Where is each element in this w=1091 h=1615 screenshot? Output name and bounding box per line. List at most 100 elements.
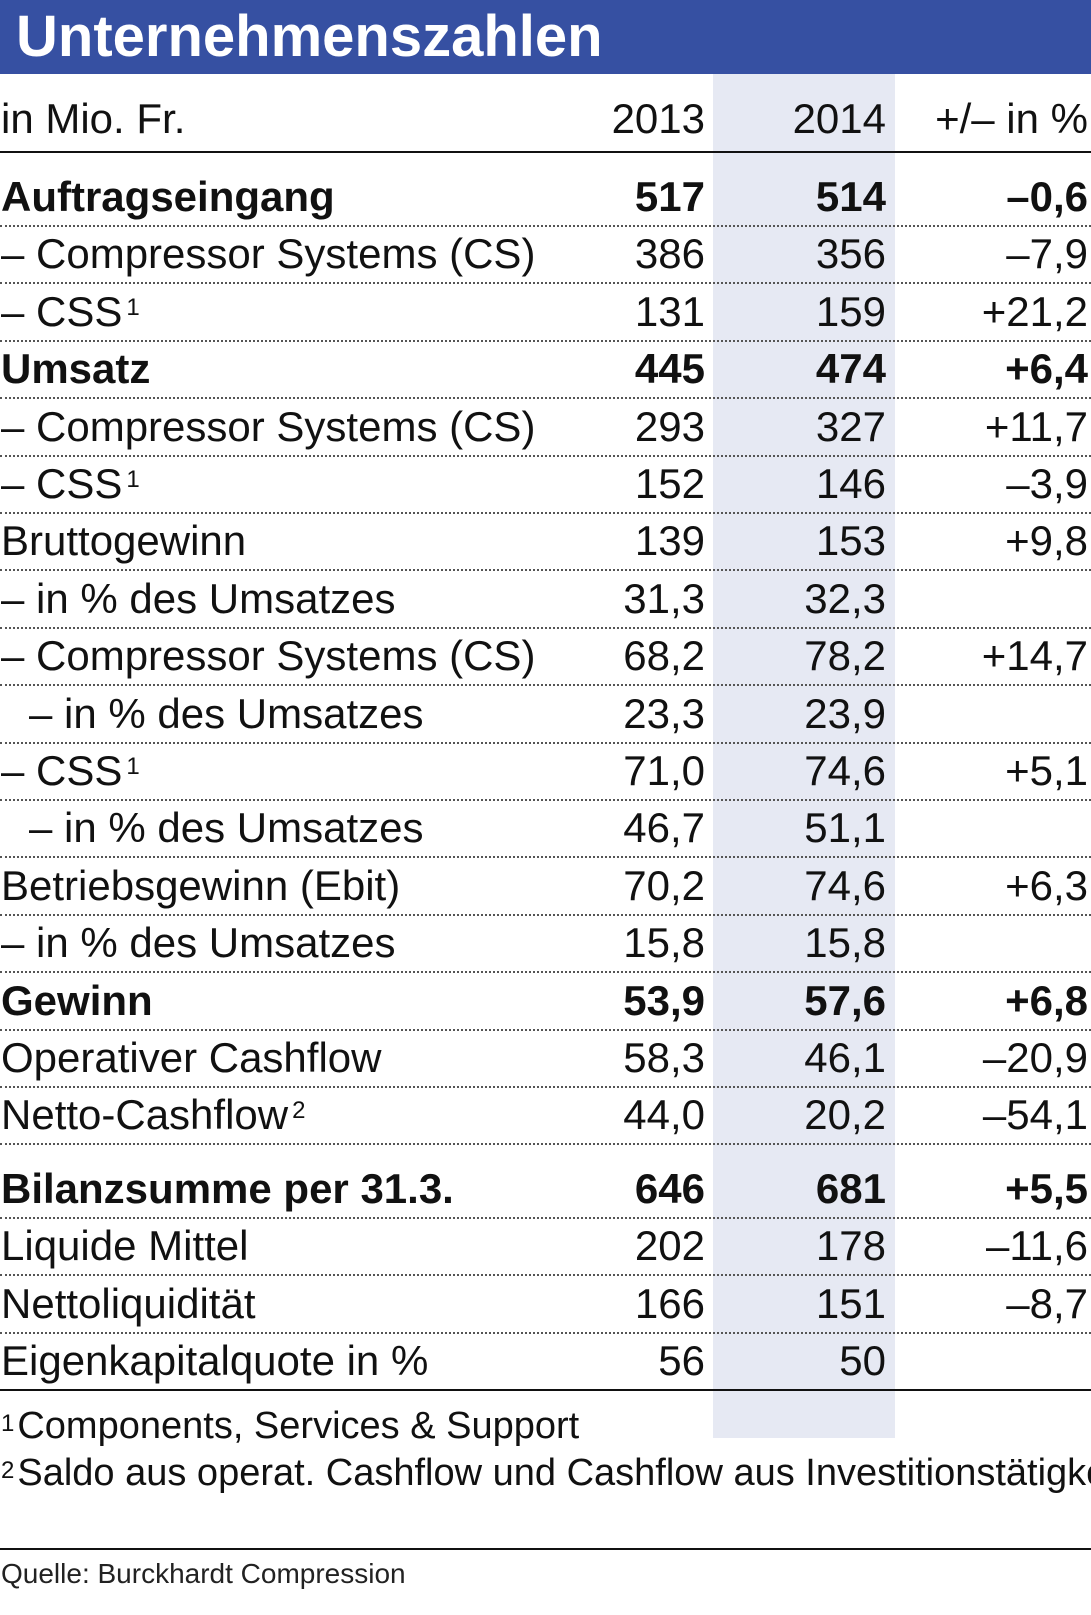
value-change: –3,9 bbox=[1006, 460, 1088, 507]
value-2014: 514 bbox=[815, 173, 886, 220]
table-row: Umsatz 445 474 +6,4 bbox=[0, 340, 1091, 399]
value-2013: 517 bbox=[634, 173, 705, 220]
row-label-text: – in % des Umsatzes bbox=[29, 690, 424, 737]
row-label: – in % des Umsatzes bbox=[1, 803, 424, 853]
row-label: Eigenkapitalquote in % bbox=[1, 1336, 428, 1386]
value-2014: 153 bbox=[815, 517, 886, 564]
footnote-1: 1Components, Services & Support bbox=[1, 1403, 579, 1449]
row-label-text: Gewinn bbox=[1, 977, 153, 1024]
value-2013: 44,0 bbox=[623, 1091, 705, 1138]
row-label-text: Liquide Mittel bbox=[1, 1222, 249, 1269]
row-label: – CSS 1 bbox=[1, 459, 140, 509]
row-label-text: – Compressor Systems (CS) bbox=[1, 403, 536, 450]
row-label: – in % des Umsatzes bbox=[1, 689, 424, 739]
title-bar: Unternehmenszahlen bbox=[0, 0, 1091, 74]
value-2014: 32,3 bbox=[804, 575, 886, 622]
value-2013: 202 bbox=[634, 1222, 705, 1269]
row-label-text: – in % des Umsatzes bbox=[1, 575, 396, 622]
header-year-2014: 2014 bbox=[792, 95, 886, 142]
row-label-text: Betriebsgewinn (Ebit) bbox=[1, 862, 401, 909]
value-change: +21,2 bbox=[981, 288, 1088, 335]
footnote-2: 2Saldo aus operat. Cashflow und Cashflow… bbox=[1, 1450, 1091, 1496]
value-2014: 474 bbox=[815, 345, 886, 392]
value-2014: 146 bbox=[815, 460, 886, 507]
value-2013: 68,2 bbox=[623, 632, 705, 679]
footnote-mark: 1 bbox=[1, 1410, 15, 1437]
value-2014: 51,1 bbox=[804, 804, 886, 851]
value-2013: 46,7 bbox=[623, 804, 705, 851]
value-2014: 327 bbox=[815, 403, 886, 450]
table-row: – CSS 1 152 146 –3,9 bbox=[0, 455, 1091, 514]
value-change: –7,9 bbox=[1006, 230, 1088, 277]
table-row: Betriebsgewinn (Ebit) 70,2 74,6 +6,3 bbox=[0, 857, 1091, 916]
footnote-ref: 1 bbox=[126, 466, 140, 493]
table-row: – Compressor Systems (CS) 386 356 –7,9 bbox=[0, 225, 1091, 284]
value-2013: 166 bbox=[634, 1280, 705, 1327]
table-row: Operativer Cashflow 58,3 46,1 –20,9 bbox=[0, 1029, 1091, 1088]
table-row: Nettoliquidität 166 151 –8,7 bbox=[0, 1275, 1091, 1334]
table-row: – CSS 1 131 159 +21,2 bbox=[0, 283, 1091, 342]
value-change: –8,7 bbox=[1006, 1280, 1088, 1327]
header-year-2013: 2013 bbox=[611, 95, 705, 142]
value-change: –0,6 bbox=[1006, 173, 1088, 220]
row-label: – Compressor Systems (CS) bbox=[1, 402, 535, 452]
table-row: Auftragseingang 517 514 –0,6 bbox=[0, 168, 1091, 227]
table-row: Eigenkapitalquote in % 56 50 bbox=[0, 1332, 1091, 1391]
footnote-mark: 2 bbox=[1, 1457, 15, 1484]
row-label-text: Netto-Cashflow bbox=[1, 1091, 289, 1138]
value-2014: 20,2 bbox=[804, 1091, 886, 1138]
header-unit-label: in Mio. Fr. bbox=[1, 95, 186, 142]
value-change: +14,7 bbox=[981, 632, 1088, 679]
table-row: – in % des Umsatzes 15,8 15,8 bbox=[0, 914, 1091, 973]
row-label: – Compressor Systems (CS) bbox=[1, 229, 535, 279]
row-label: – Compressor Systems (CS) bbox=[1, 631, 535, 681]
value-change: –20,9 bbox=[982, 1034, 1088, 1081]
row-label-text: Nettoliquidität bbox=[1, 1280, 256, 1327]
table-row: – Compressor Systems (CS) 68,2 78,2 +14,7 bbox=[0, 627, 1091, 686]
row-label-text: Operativer Cashflow bbox=[1, 1034, 382, 1081]
row-label: Liquide Mittel bbox=[1, 1221, 248, 1271]
value-2013: 386 bbox=[634, 230, 705, 277]
row-label: Betriebsgewinn (Ebit) bbox=[1, 861, 400, 911]
value-2014: 681 bbox=[815, 1165, 886, 1212]
row-label: – CSS 1 bbox=[1, 746, 140, 796]
source-note: Quelle: Burckhardt Compression bbox=[1, 1558, 406, 1589]
value-2014: 151 bbox=[815, 1280, 886, 1327]
header-row: in Mio. Fr. 2013 2014 +/– in % bbox=[0, 94, 1091, 150]
table-row: – CSS 1 71,0 74,6 +5,1 bbox=[0, 742, 1091, 801]
table-row: Netto-Cashflow 2 44,0 20,2 –54,1 bbox=[0, 1086, 1091, 1145]
value-change: +5,5 bbox=[1005, 1165, 1088, 1212]
header-change: +/– in % bbox=[935, 95, 1088, 142]
value-change: +5,1 bbox=[1005, 747, 1088, 794]
row-label-text: – CSS bbox=[1, 460, 123, 507]
header-divider bbox=[0, 151, 1091, 153]
row-label: Netto-Cashflow 2 bbox=[1, 1090, 305, 1140]
value-change: +6,8 bbox=[1005, 977, 1088, 1024]
row-label-text: – CSS bbox=[1, 288, 123, 335]
value-change: +11,7 bbox=[984, 403, 1088, 450]
value-2013: 131 bbox=[634, 288, 705, 335]
value-2013: 152 bbox=[634, 460, 705, 507]
row-label: – in % des Umsatzes bbox=[1, 574, 396, 624]
row-label-text: – in % des Umsatzes bbox=[1, 919, 396, 966]
row-label: Umsatz bbox=[1, 344, 150, 394]
row-label: – in % des Umsatzes bbox=[1, 918, 396, 968]
value-2014: 74,6 bbox=[804, 862, 886, 909]
table-row: – in % des Umsatzes 31,3 32,3 bbox=[0, 570, 1091, 629]
value-2013: 53,9 bbox=[623, 977, 705, 1024]
value-change: +6,3 bbox=[1005, 862, 1088, 909]
value-2013: 56 bbox=[658, 1337, 705, 1384]
footnote-text: Saldo aus operat. Cashflow und Cashflow … bbox=[17, 1452, 1091, 1494]
value-change: –11,6 bbox=[986, 1222, 1088, 1269]
row-label: Bilanzsumme per 31.3. bbox=[1, 1164, 454, 1214]
value-2013: 58,3 bbox=[623, 1034, 705, 1081]
value-2013: 646 bbox=[634, 1165, 705, 1212]
value-2014: 178 bbox=[815, 1222, 886, 1269]
value-2014: 356 bbox=[815, 230, 886, 277]
row-label: Gewinn bbox=[1, 976, 153, 1026]
footnote-ref: 1 bbox=[126, 753, 140, 780]
highlight-column-2014 bbox=[713, 74, 895, 1438]
row-label-text: – Compressor Systems (CS) bbox=[1, 230, 536, 277]
row-label: Bruttogewinn bbox=[1, 516, 246, 566]
row-label-text: Auftragseingang bbox=[1, 173, 335, 220]
